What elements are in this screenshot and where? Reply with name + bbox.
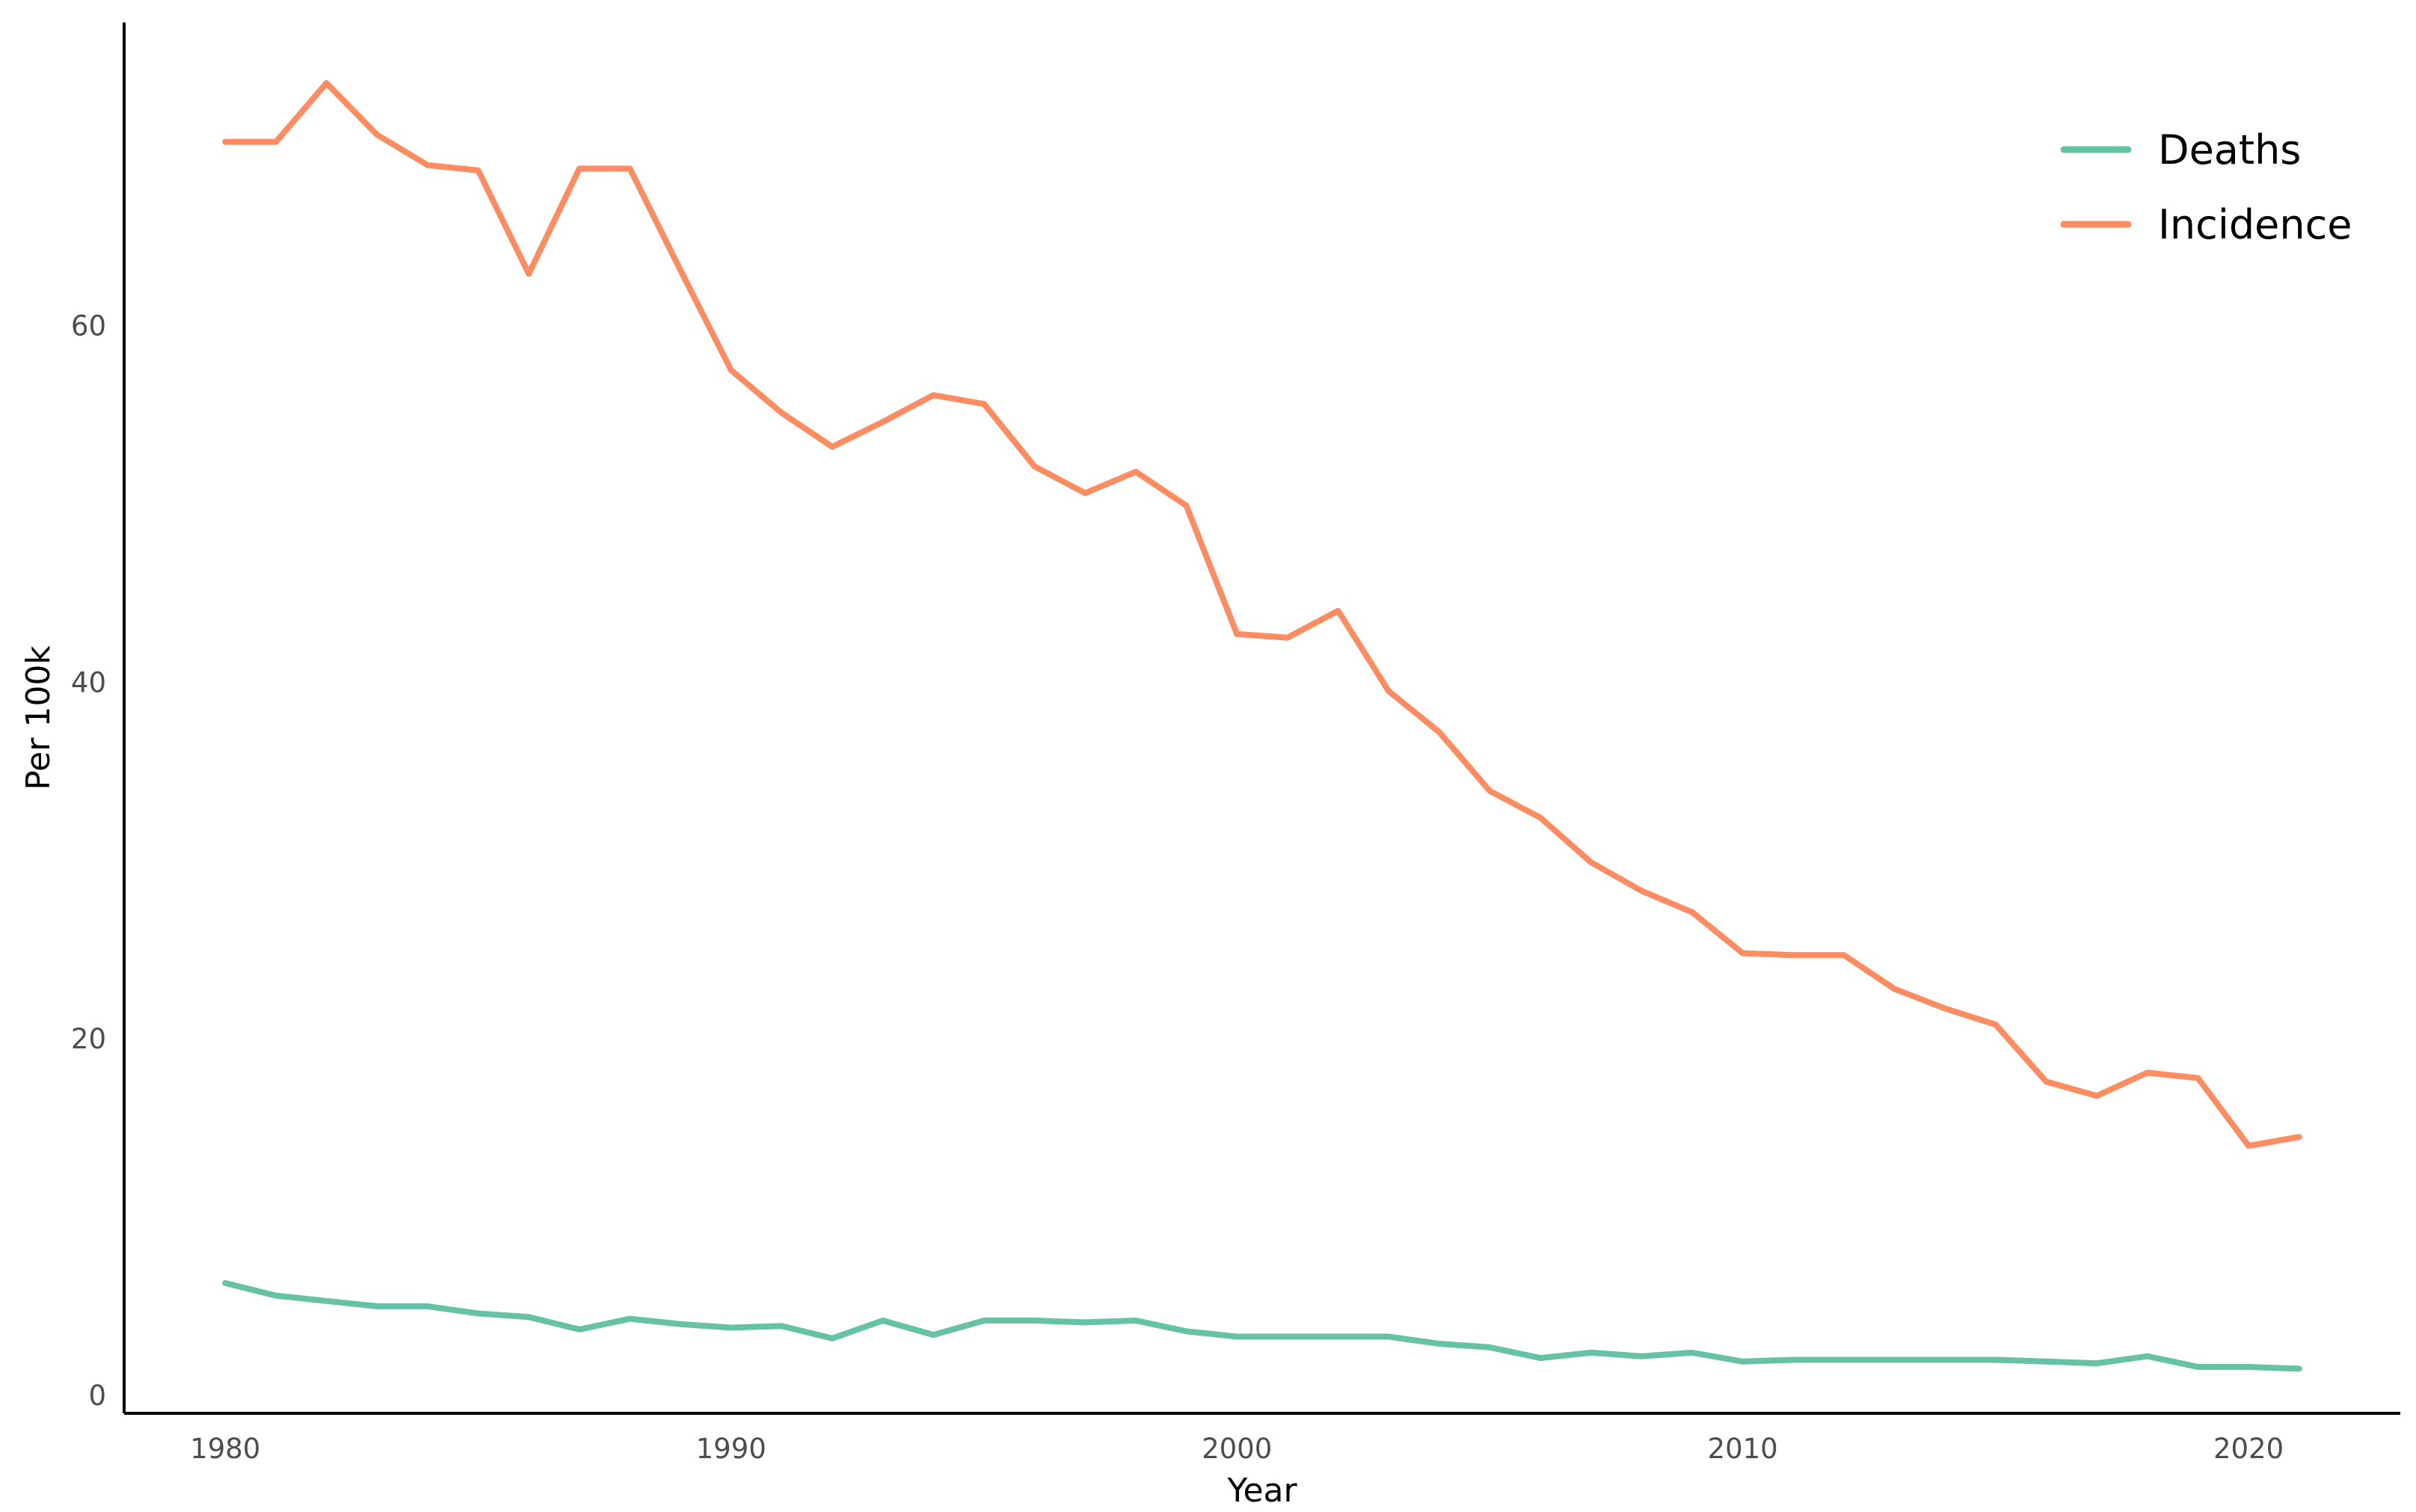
x-tick-label: 1990 — [696, 1433, 766, 1465]
y-tick-label: 40 — [71, 666, 106, 698]
x-axis-title: Year — [1226, 1472, 1297, 1510]
x-tick-label: 2000 — [1202, 1433, 1272, 1465]
series-line-incidence — [222, 80, 2302, 1149]
legend: Deaths Incidence — [2060, 126, 2352, 248]
x-tick-labels: 1980 1990 2000 2010 2020 — [190, 1433, 2284, 1465]
series-group — [222, 80, 2302, 1372]
y-axis-title: Per 100k — [19, 645, 58, 790]
axes — [123, 22, 2400, 1415]
series-line-deaths — [222, 1279, 2302, 1372]
y-tick-label: 20 — [71, 1023, 106, 1055]
legend-label-deaths: Deaths — [2158, 126, 2301, 173]
legend-label-incidence: Incidence — [2158, 201, 2352, 248]
x-tick-label: 2020 — [2213, 1433, 2284, 1465]
x-tick-label: 1980 — [190, 1433, 260, 1465]
y-tick-labels: 0 20 40 60 — [71, 310, 106, 1412]
y-tick-label: 0 — [88, 1380, 106, 1412]
x-tick-label: 2010 — [1708, 1433, 1778, 1465]
y-tick-label: 60 — [71, 310, 106, 342]
